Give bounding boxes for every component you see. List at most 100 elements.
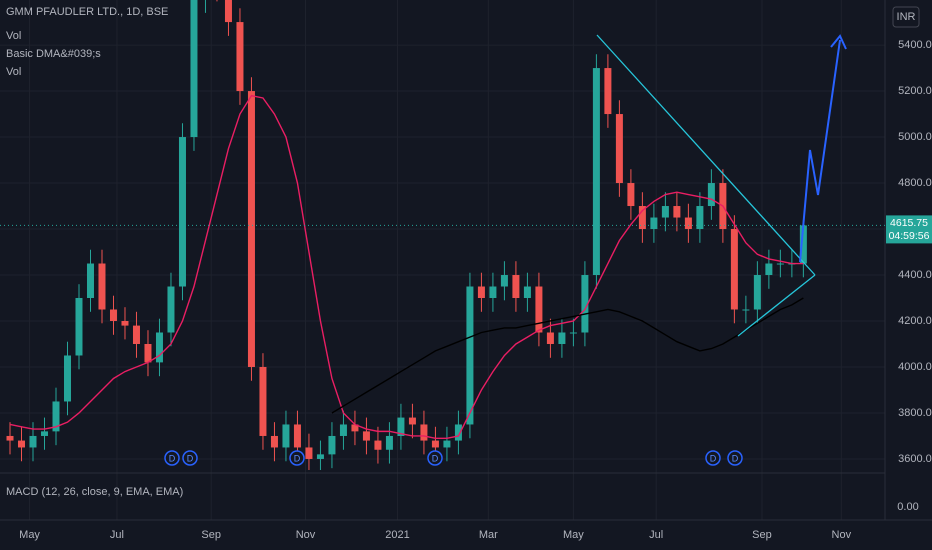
x-tick-label: Jul: [649, 529, 663, 541]
candle-body: [512, 275, 520, 299]
candle-body: [305, 447, 313, 459]
candle-body: [569, 332, 577, 334]
x-tick-label: Nov: [296, 529, 316, 541]
candle-body: [730, 229, 738, 310]
last-price-label: 4615.75: [890, 217, 928, 229]
candle-body: [40, 431, 48, 436]
candle-body: [673, 206, 681, 218]
candle-body: [52, 401, 60, 432]
candle-body: [374, 440, 382, 450]
candle-body: [408, 417, 416, 425]
candle-body: [236, 22, 244, 92]
dividend-label: D: [732, 453, 739, 463]
dividend-marker: [727, 450, 743, 466]
candle-body: [362, 431, 370, 441]
candle-body: [132, 325, 140, 344]
candle-body: [489, 286, 497, 299]
candle-body: [431, 440, 439, 448]
candle-body: [546, 332, 554, 344]
x-tick-label: Sep: [201, 529, 221, 541]
candle-body: [121, 320, 129, 326]
currency-box[interactable]: [892, 6, 920, 28]
candle-body: [98, 263, 106, 310]
y-tick-label: 4000.00: [898, 361, 932, 373]
dividend-marker: [182, 450, 198, 466]
dividend-label: D: [432, 453, 439, 463]
projection-arrow: [799, 39, 841, 263]
candle-body: [224, 0, 232, 23]
candle-body: [63, 355, 71, 402]
currency[interactable]: INR: [897, 11, 916, 23]
candle-body: [328, 435, 336, 455]
indicator-label: MACD (12, 26, close, 9, EMA, EMA): [6, 486, 183, 498]
x-tick-label: May: [19, 529, 40, 541]
candle-body: [765, 263, 773, 276]
x-tick-label: Sep: [752, 529, 772, 541]
dividend-marker: [427, 450, 443, 466]
candle-body: [592, 68, 600, 276]
candle-body: [684, 217, 692, 230]
candle-body: [443, 440, 451, 448]
candle-body: [615, 114, 623, 184]
candle-body: [535, 286, 543, 333]
candle-body: [316, 454, 324, 459]
candle-body: [339, 424, 347, 436]
candle-body: [293, 424, 301, 448]
legend-item: Vol: [6, 66, 21, 78]
candle-body: [86, 263, 94, 299]
moving-average-line: [9, 94, 804, 439]
x-tick-label: May: [563, 529, 584, 541]
x-tick-label: Jul: [110, 529, 124, 541]
y-tick-label: 3600.00: [898, 453, 932, 465]
candle-body: [454, 424, 462, 441]
chart-title: GMM PFAUDLER LTD., 1D, BSE: [6, 6, 168, 18]
candle-body: [477, 286, 485, 299]
last-price-box: [886, 215, 932, 244]
candle-body: [558, 332, 566, 344]
trend-line: [596, 34, 816, 276]
dividend-marker: [164, 450, 180, 466]
candle-body: [776, 263, 784, 265]
candle-body: [29, 435, 37, 448]
y-tick-label: 5400.00: [898, 39, 932, 51]
moving-average-line: [331, 297, 804, 414]
candle-body: [397, 417, 405, 436]
y-tick-label: 4200.00: [898, 315, 932, 327]
candle-body: [500, 275, 508, 287]
dividend-label: D: [294, 453, 301, 463]
y-tick-label: 5200.00: [898, 85, 932, 97]
y-tick-label: 4800.00: [898, 177, 932, 189]
dividend-marker: [289, 450, 305, 466]
candle-body: [753, 275, 761, 310]
candle-body: [696, 206, 704, 230]
dividend-marker: [705, 450, 721, 466]
candle-body: [247, 91, 255, 367]
x-tick-label: 2021: [385, 529, 409, 541]
trend-line: [737, 274, 816, 337]
candle-body: [109, 309, 117, 321]
candle-body: [351, 424, 359, 432]
legend-item: Basic DMA&#039;s: [6, 48, 101, 60]
y-tick-label: 4400.00: [898, 269, 932, 281]
candle-body: [270, 435, 278, 448]
candle-body: [627, 183, 635, 207]
candle-body: [638, 206, 646, 230]
candle-body: [155, 332, 163, 363]
y-tick-label: 3800.00: [898, 407, 932, 419]
candle-body: [167, 286, 175, 333]
candle-body: [742, 309, 750, 311]
indicator-tick-label: 0.00: [897, 501, 918, 513]
candle-body: [650, 217, 658, 230]
arrow-head: [830, 34, 847, 50]
dividend-label: D: [187, 453, 194, 463]
candle-body: [420, 424, 428, 441]
candle-body: [282, 424, 290, 448]
candle-body: [581, 275, 589, 333]
candle-body: [523, 286, 531, 299]
dividend-label: D: [710, 453, 717, 463]
candle-body: [190, 0, 198, 138]
candle-body: [178, 137, 186, 287]
candle-body: [385, 435, 393, 450]
y-tick-label: 5000.00: [898, 131, 932, 143]
